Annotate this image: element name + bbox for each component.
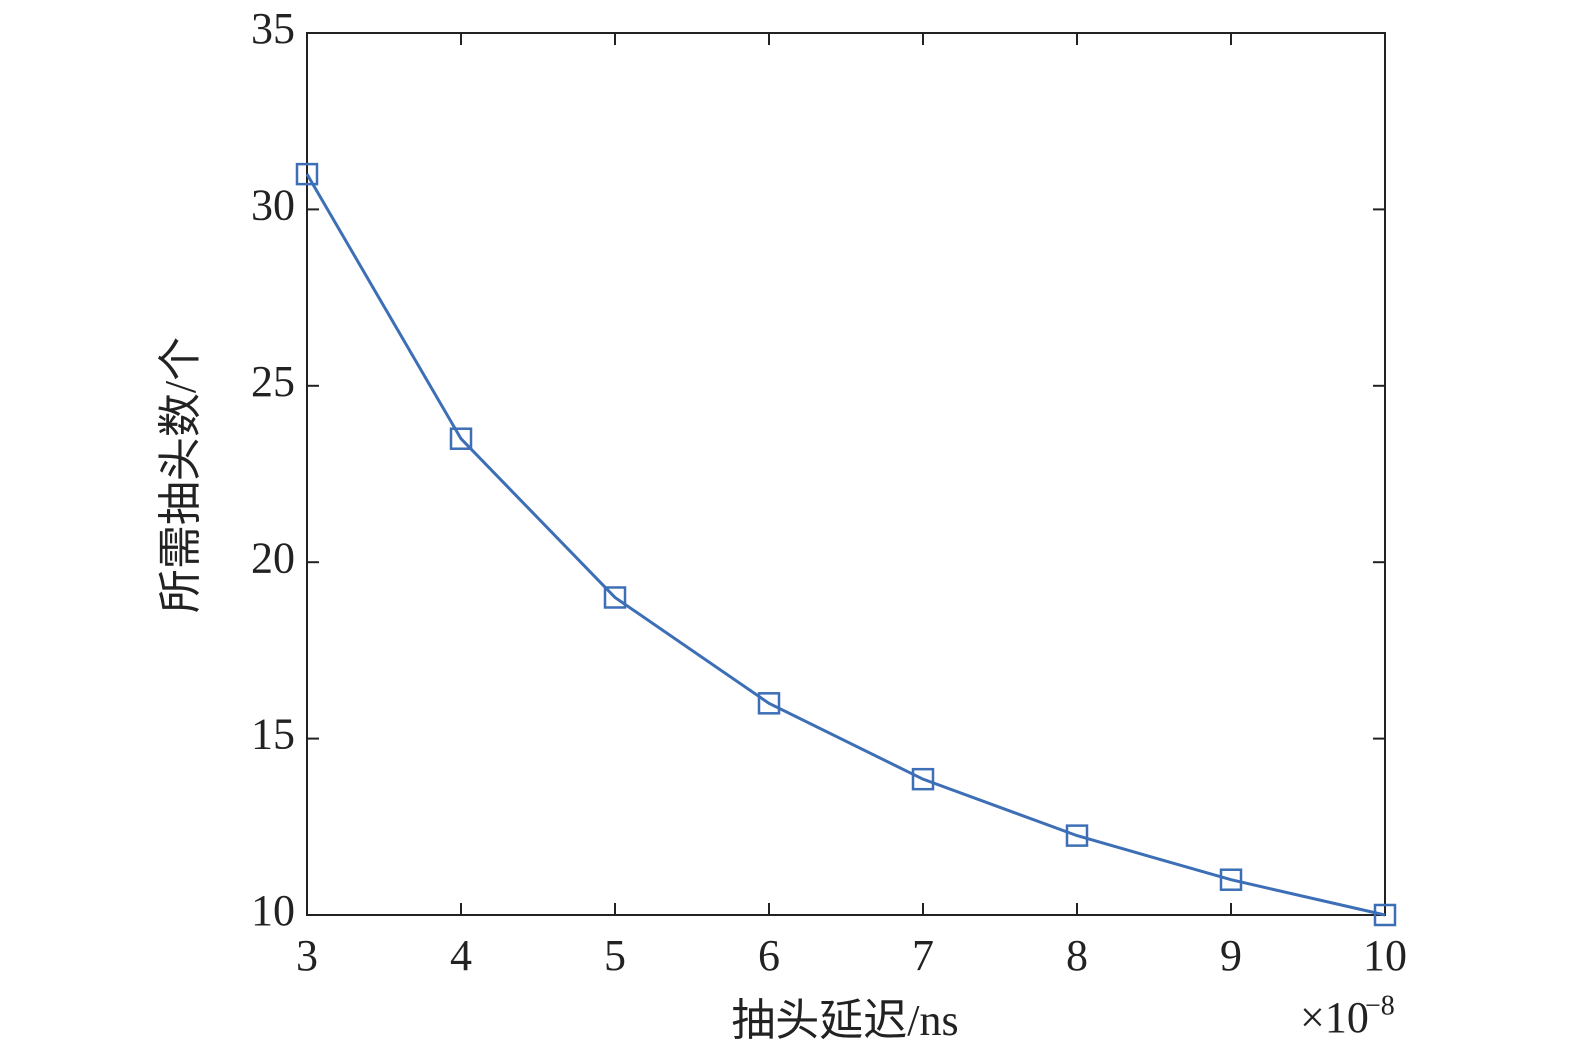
- x-tick-label: 3: [296, 931, 318, 980]
- marker: [603, 586, 627, 609]
- x-multiplier-exponent: −8: [1365, 990, 1395, 1021]
- y-axis-label: 所需抽头数/个: [156, 337, 205, 613]
- x-tick-label: 6: [758, 931, 780, 980]
- marker: [295, 162, 319, 186]
- x-tick-label: 7: [912, 931, 934, 980]
- x-tick-label: 10: [1363, 931, 1407, 980]
- data-line: [305, 173, 1386, 917]
- plot-frame: [306, 32, 1386, 916]
- marker: [1065, 824, 1089, 847]
- marker: [1219, 868, 1243, 891]
- y-tick-label: 35: [251, 4, 295, 53]
- y-tick-label: 20: [251, 533, 295, 582]
- y-tick-label: 25: [251, 357, 295, 406]
- x-tick-label: 9: [1220, 931, 1242, 980]
- x-axis-label: 抽头延迟/ns: [731, 996, 958, 1045]
- marker: [757, 692, 781, 715]
- x-tick-label: 5: [604, 931, 626, 980]
- y-tick-label: 30: [251, 180, 295, 229]
- x-multiplier: ×10: [1300, 993, 1369, 1042]
- x-tick-label: 4: [450, 931, 472, 980]
- marker: [911, 767, 935, 791]
- y-tick-label: 15: [251, 710, 295, 759]
- x-tick-label: 8: [1066, 931, 1088, 980]
- marker: [449, 427, 473, 450]
- y-tick-label: 10: [251, 886, 295, 935]
- marker: [1373, 903, 1397, 927]
